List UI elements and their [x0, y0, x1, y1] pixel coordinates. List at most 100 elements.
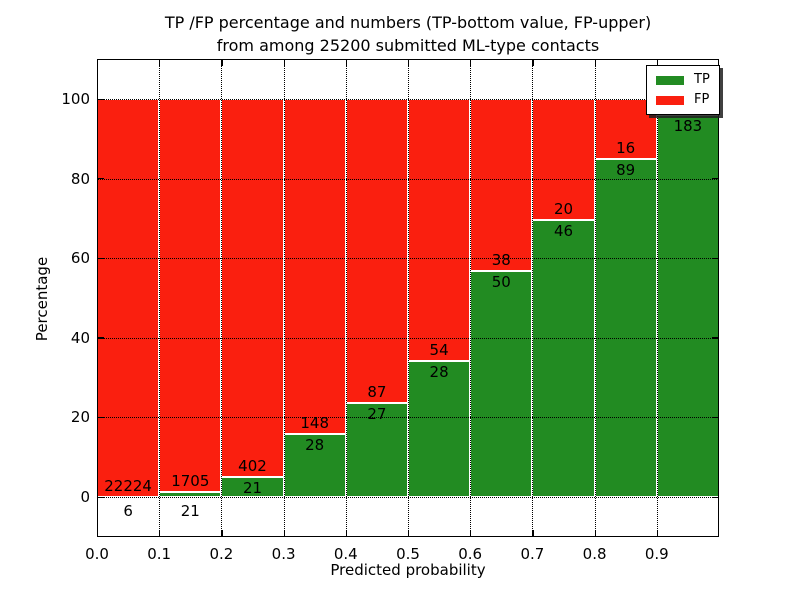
chart-title-line-2: from among 25200 submitted ML-type conta…	[216, 36, 600, 55]
x-tick-label: 0.9	[644, 545, 669, 563]
y-tick-label: 40	[70, 328, 90, 347]
fp-count-label: 38	[491, 250, 511, 269]
bar-fp-segment	[470, 99, 533, 271]
legend-label-tp: TP	[694, 72, 710, 87]
tp-color-swatch	[656, 75, 684, 85]
bar-fp-segment	[159, 99, 222, 493]
x-tick-mark-top	[283, 60, 285, 66]
x-tick-mark-top	[221, 60, 223, 66]
tp-count-label: 28	[305, 435, 325, 454]
x-tick-mark	[594, 530, 596, 536]
y-tick-mark	[98, 416, 104, 419]
x-tick-mark	[345, 530, 348, 536]
vertical-gridline	[221, 59, 223, 537]
tp-count-label: 89	[616, 161, 636, 180]
x-tick-mark-top	[408, 60, 410, 66]
x-tick-mark	[717, 530, 719, 536]
bar-fp-segment	[532, 99, 595, 220]
tp-count-label: 27	[367, 404, 387, 423]
legend: TP FP	[646, 65, 720, 115]
tp-count-label: 21	[242, 479, 263, 498]
legend-entry-fp: FP	[656, 93, 710, 107]
tp-count-label: 46	[553, 221, 574, 240]
y-tick-label: 20	[70, 408, 90, 427]
y-tick-label: 0	[80, 488, 90, 506]
fp-count-label: 148	[300, 413, 329, 432]
y-tick-label: 60	[70, 249, 90, 268]
vertical-gridline	[470, 59, 472, 537]
x-tick-label: 0.7	[520, 545, 545, 563]
x-tick-mark-top	[470, 60, 472, 66]
tp-count-label: 183	[673, 116, 703, 135]
x-tick-mark	[408, 530, 410, 536]
y-tick-label: 80	[70, 169, 90, 188]
y-tick-mark-right	[712, 416, 718, 419]
x-tick-label: 0.2	[209, 545, 234, 563]
y-tick-mark-right	[712, 337, 718, 339]
fp-color-swatch	[656, 95, 684, 105]
bar-tp-segment	[594, 159, 657, 497]
x-tick-mark-top	[345, 60, 348, 66]
bar-fp-segment	[221, 99, 284, 478]
y-tick-mark-right	[712, 178, 718, 180]
fp-count-label: 16	[616, 139, 636, 158]
x-tick-label: 0.3	[271, 545, 296, 563]
x-tick-mark	[97, 530, 99, 536]
x-tick-mark-top	[532, 60, 534, 66]
x-tick-label: 0.8	[582, 545, 607, 563]
tp-count-label: 21	[180, 502, 200, 520]
bar-fp-segment	[283, 99, 346, 434]
vertical-gridline	[345, 59, 347, 537]
x-tick-mark	[159, 530, 161, 536]
legend-entry-tp: TP	[656, 73, 710, 87]
bar-tp-segment	[470, 270, 533, 497]
fp-count-label: 1705	[171, 472, 210, 491]
bar-tp-segment	[408, 361, 471, 497]
x-tick-mark	[283, 530, 285, 536]
bar-tp-segment	[532, 219, 595, 497]
x-tick-mark	[470, 530, 472, 536]
fp-count-label: 22224	[104, 476, 152, 495]
x-tick-label: 0.4	[333, 545, 358, 563]
y-tick-mark-right	[712, 496, 718, 498]
bar-tp-segment	[283, 433, 346, 497]
chart-title: TP /FP percentage and numbers (TP-bottom…	[97, 11, 719, 57]
plot-area: 22224 6 1705 21 402 21 148 28 87 27 54 28 38 50 20 46 16…	[97, 59, 719, 537]
x-axis-label: Predicted probability	[330, 561, 486, 579]
bar-fp-segment	[97, 99, 160, 497]
y-tick-mark	[98, 98, 104, 100]
tp-count-label: 6	[123, 502, 133, 520]
y-tick-mark	[98, 337, 104, 339]
tp-count-label: 50	[491, 272, 511, 291]
bar-fp-segment	[345, 99, 408, 403]
tp-count-label: 28	[429, 363, 449, 382]
x-tick-label: 0.5	[396, 545, 420, 563]
fp-count-label: 402	[238, 457, 267, 476]
x-tick-label: 0.6	[458, 545, 483, 563]
vertical-gridline	[159, 59, 161, 537]
y-tick-label: 100	[61, 90, 90, 108]
x-tick-mark-top	[97, 60, 99, 66]
x-tick-label: 0.1	[147, 545, 172, 563]
x-tick-label: 0.0	[85, 545, 109, 563]
x-tick-mark-top	[656, 60, 659, 66]
vertical-gridline	[283, 59, 285, 537]
x-tick-mark-top	[159, 60, 161, 66]
vertical-gridline	[408, 59, 409, 537]
vertical-gridline	[656, 59, 658, 537]
x-tick-mark	[221, 530, 223, 536]
vertical-gridline	[532, 59, 534, 537]
x-tick-mark	[656, 530, 659, 536]
y-tick-mark	[98, 496, 104, 498]
legend-label-fp: FP	[694, 92, 710, 107]
y-tick-mark	[98, 257, 104, 259]
x-tick-mark-top	[594, 60, 596, 66]
bar-fp-segment	[408, 99, 471, 362]
bar-tp-segment	[345, 402, 408, 497]
chart-title-line-1: TP /FP percentage and numbers (TP-bottom…	[164, 13, 652, 32]
fp-count-label: 54	[429, 341, 449, 360]
x-tick-mark	[532, 530, 534, 536]
fp-count-label: 20	[553, 199, 574, 218]
vertical-gridline	[594, 59, 596, 537]
